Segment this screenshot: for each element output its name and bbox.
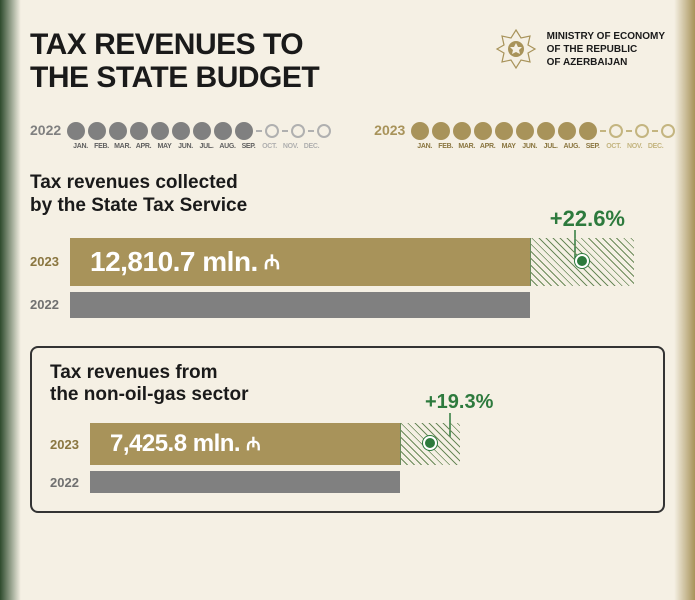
timeline-2022: 2022 JAN.FEB.MAR.APR.MAYJUN.JUL.AUG.SEP.… — [30, 122, 334, 150]
month-label: APR. — [133, 143, 154, 150]
timeline-year-2022: 2022 — [30, 122, 61, 138]
chart2-title: Tax revenues from the non-oil-gas sector — [50, 362, 645, 408]
dots-2023 — [411, 122, 678, 140]
chart1-year-2022: 2022 — [30, 297, 70, 312]
timeline-dot — [609, 124, 623, 138]
month-label: AUG. — [217, 143, 238, 150]
chart1-currency: ₼ — [264, 248, 280, 275]
timeline-year-2023: 2023 — [374, 122, 405, 138]
timeline-dot — [235, 122, 253, 140]
timeline-dot — [537, 122, 555, 140]
timeline-dot — [109, 122, 127, 140]
month-label: SEP. — [238, 143, 259, 150]
timeline-dot — [635, 124, 649, 138]
month-label: DEC. — [645, 143, 666, 150]
timeline-2023: 2023 JAN.FEB.MAR.APR.MAYJUN.JUL.AUG.SEP.… — [374, 122, 678, 150]
ministry-text: MINISTRY OF ECONOMY OF THE REPUBLIC OF A… — [547, 30, 665, 69]
chart1-title-l1: Tax revenues collected — [30, 172, 665, 195]
chart2-pct: +19.3% — [425, 391, 493, 414]
title-line2: THE STATE BUDGET — [30, 61, 319, 94]
month-label: JUN. — [519, 143, 540, 150]
chart1-green-dot — [575, 254, 589, 268]
month-label: FEB. — [435, 143, 456, 150]
month-label: NOV. — [280, 143, 301, 150]
chart2-box: Tax revenues from the non-oil-gas sector… — [30, 346, 665, 514]
timeline-dot — [516, 122, 534, 140]
chart1-pct: +22.6% — [550, 206, 625, 232]
timeline-dot — [453, 122, 471, 140]
chart2-bar-2022 — [90, 471, 400, 493]
chart2-row-2022: 2022 — [50, 471, 645, 493]
month-label: DEC. — [301, 143, 322, 150]
chart1-year-2023: 2023 — [30, 254, 70, 269]
title-line1: TAX REVENUES TO — [30, 28, 319, 61]
month-label: JAN. — [70, 143, 91, 150]
header: TAX REVENUES TO THE STATE BUDGET MINISTR… — [30, 28, 665, 94]
month-label: MAY — [498, 143, 519, 150]
chart1-value-2023: 12,810.7 mln. — [90, 246, 258, 278]
timeline-dot — [474, 122, 492, 140]
ministry-l1: MINISTRY OF ECONOMY — [547, 30, 665, 43]
dots-2022 — [67, 122, 334, 140]
timelines: 2022 JAN.FEB.MAR.APR.MAYJUN.JUL.AUG.SEP.… — [30, 122, 665, 150]
month-label: OCT. — [603, 143, 624, 150]
month-label: JUL. — [540, 143, 561, 150]
months-2023: JAN.FEB.MAR.APR.MAYJUN.JUL.AUG.SEP.OCT.N… — [414, 143, 678, 150]
timeline-dot — [214, 122, 232, 140]
chart2: +19.3% 2023 7,425.8 mln. ₼ 2022 — [50, 423, 645, 493]
chart2-year-2023: 2023 — [50, 437, 90, 452]
month-label: JUN. — [175, 143, 196, 150]
month-label: MAR. — [456, 143, 477, 150]
timeline-dot — [579, 122, 597, 140]
month-label: NOV. — [624, 143, 645, 150]
ministry-block: MINISTRY OF ECONOMY OF THE REPUBLIC OF A… — [495, 28, 665, 70]
chart2-bar-2023: 7,425.8 mln. ₼ — [90, 423, 400, 465]
timeline-dot — [317, 124, 331, 138]
chart2-title-l2: the non-oil-gas sector — [50, 384, 645, 407]
chart2-row-2023: 2023 7,425.8 mln. ₼ — [50, 423, 645, 465]
month-label: OCT. — [259, 143, 280, 150]
chart1-row-2022: 2022 — [30, 292, 665, 318]
timeline-dot — [67, 122, 85, 140]
month-label: SEP. — [582, 143, 603, 150]
chart2-title-l1: Tax revenues from — [50, 362, 645, 385]
ministry-l2: OF THE REPUBLIC — [547, 43, 665, 56]
page-title: TAX REVENUES TO THE STATE BUDGET — [30, 28, 319, 94]
month-label: MAR. — [112, 143, 133, 150]
chart2-year-2022: 2022 — [50, 475, 90, 490]
months-2022: JAN.FEB.MAR.APR.MAYJUN.JUL.AUG.SEP.OCT.N… — [70, 143, 334, 150]
timeline-dot — [558, 122, 576, 140]
timeline-dot — [495, 122, 513, 140]
timeline-dot — [151, 122, 169, 140]
timeline-dot — [172, 122, 190, 140]
timeline-dot — [193, 122, 211, 140]
chart1: +22.6% 2023 12,810.7 mln. ₼ 2022 — [30, 238, 665, 318]
month-label: JUL. — [196, 143, 217, 150]
chart1-bar-2023: 12,810.7 mln. ₼ — [70, 238, 530, 286]
emblem-icon — [495, 28, 537, 70]
ministry-l3: OF AZERBAIJAN — [547, 56, 665, 69]
chart1-bar-2022 — [70, 292, 530, 318]
month-label: FEB. — [91, 143, 112, 150]
chart2-currency: ₼ — [246, 432, 261, 456]
timeline-dot — [432, 122, 450, 140]
month-label: MAY — [154, 143, 175, 150]
month-label: AUG. — [561, 143, 582, 150]
timeline-dot — [265, 124, 279, 138]
timeline-dot — [411, 122, 429, 140]
month-label: JAN. — [414, 143, 435, 150]
timeline-dot — [661, 124, 675, 138]
month-label: APR. — [477, 143, 498, 150]
chart1-row-2023: 2023 12,810.7 mln. ₼ — [30, 238, 665, 286]
timeline-dot — [88, 122, 106, 140]
timeline-dot — [291, 124, 305, 138]
chart2-value-2023: 7,425.8 mln. — [110, 430, 240, 458]
timeline-dot — [130, 122, 148, 140]
